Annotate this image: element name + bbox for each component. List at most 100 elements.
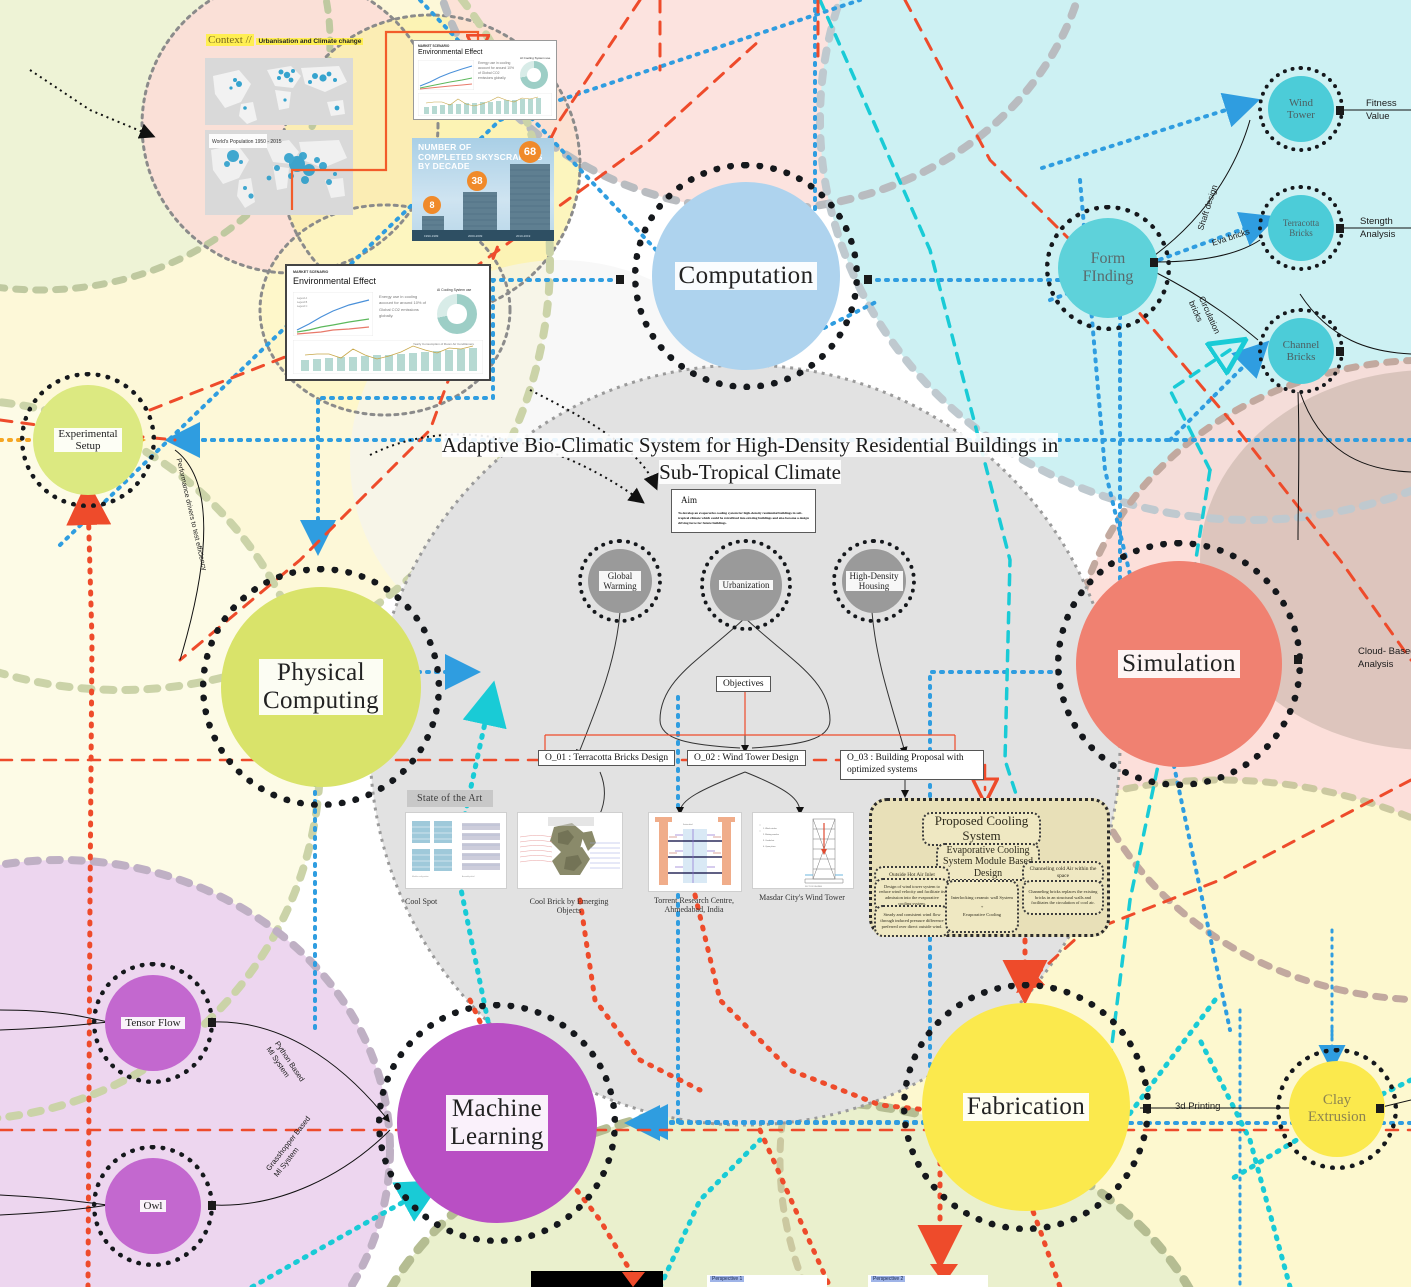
cooling-right-item-1: Channeling bricks replaces the existing … <box>1022 880 1104 915</box>
hub-physical-computing[interactable]: Physical Computing <box>221 587 421 787</box>
context-label-sub: Urbanisation and Climate change <box>256 38 364 45</box>
page-title-line1: Adaptive Bio-Climatic System for High-De… <box>441 433 1059 457</box>
node-tensor-flow-label: Tensor Flow <box>121 1016 185 1030</box>
node-form-finding[interactable]: Form FInding <box>1058 218 1158 318</box>
bottom-tag-left: Perspective 1 <box>710 1276 745 1282</box>
node-terracotta-bricks[interactable]: Terracotta Bricks <box>1268 195 1334 261</box>
hub-simulation-label: Simulation <box>1118 650 1240 678</box>
svg-text:2. Misting nozzles: 2. Misting nozzles <box>763 833 779 836</box>
objective-1[interactable]: O_01 : Terracotta Bricks Design <box>538 750 676 766</box>
environment-effect-card-large: MARKET SCENARIO Environmental Effect Leg… <box>285 264 491 381</box>
world-map-lower: World's Population 1950 - 2015 <box>205 130 353 215</box>
node-clay-extrusion[interactable]: Clay Extrusion <box>1289 1061 1385 1157</box>
node-form-finding-label: Form FInding <box>1082 250 1134 285</box>
aim-box: Aim To develop an evaporative cooling sy… <box>671 489 816 533</box>
svg-text:Legend C: Legend C <box>297 305 308 308</box>
node-tensor-flow[interactable]: Tensor Flow <box>105 975 201 1071</box>
page-title: Adaptive Bio-Climatic System for High-De… <box>420 432 1080 486</box>
cooling-center-item-1: Interlocking ceramic wall System <box>951 894 1013 900</box>
hub-computation[interactable]: Computation <box>652 182 840 370</box>
cool-spot-image: Module configuration Assembly detail <box>405 812 507 889</box>
bottom-black-panel <box>531 1271 663 1287</box>
node-urbanization-label: Urbanization <box>718 579 774 591</box>
node-clay-extrusion-label: Clay Extrusion <box>1307 1092 1367 1125</box>
edge-label-3d-printing: 3d Printing <box>1175 1101 1221 1112</box>
masdar-wind-tower-image: 1. Wind catcher 2. Misting nozzles 3. Coo… <box>752 812 854 889</box>
high-density-housing-ring <box>832 539 916 623</box>
cooling-center-item-3: Evaporative Cooling <box>962 912 1002 918</box>
cooling-center-item-2: + <box>980 903 984 909</box>
skyscraper-infographic: NUMBER OF COMPLETED SKYSCRAPERS BY DECADE … <box>412 138 554 241</box>
svg-text:Legend A: Legend A <box>297 297 308 300</box>
node-owl[interactable]: Owl <box>105 1158 201 1254</box>
form-finding-ring <box>1045 205 1171 331</box>
svg-text:Yearly Consumption of Room Air: Yearly Consumption of Room Air Condition… <box>413 342 474 346</box>
skyscraper-heading: NUMBER OF COMPLETED SKYSCRAPERS BY DECADE <box>418 142 543 172</box>
edge-label-fitness-value: Fitness Value <box>1366 98 1397 122</box>
svg-text:2010-2019: 2010-2019 <box>516 234 531 238</box>
edge-label-python-based: Python Based Ml System <box>264 1039 307 1084</box>
svg-text:1990-1999: 1990-1999 <box>424 234 439 238</box>
svg-text:3. Cooled air: 3. Cooled air <box>763 840 775 842</box>
svg-text:2000-2009: 2000-2009 <box>468 234 483 238</box>
node-experimental-setup[interactable]: Experimental Setup <box>33 385 143 495</box>
skyscraper-count-2: 38 <box>467 171 487 191</box>
node-global-warming[interactable]: Global Warming <box>588 549 652 613</box>
context-label-main: Context // <box>206 34 254 46</box>
caption-masdar-wind-tower: Masdar City's Wind Tower <box>759 893 845 902</box>
svg-text:Legend B: Legend B <box>297 301 308 304</box>
node-high-density-housing[interactable]: High-Density Housing <box>842 549 906 613</box>
caption-cool-spot: Cool Spot <box>405 897 438 906</box>
machine-learning-ring <box>376 1002 618 1244</box>
objective-2[interactable]: O_02 : Wind Tower Design <box>687 750 806 766</box>
edge-label-grasshopper-based: Grasshopper Based Ml System <box>264 1114 313 1179</box>
node-wind-tower[interactable]: Wind Tower <box>1268 76 1334 142</box>
physical-computing-ring <box>200 566 442 808</box>
donut-chart-top <box>520 61 548 89</box>
node-wind-tower-label: Wind Tower <box>1287 96 1315 121</box>
world-map-upper <box>205 58 353 125</box>
experimental-setup-ring <box>20 372 156 508</box>
node-urbanization[interactable]: Urbanization <box>710 549 782 621</box>
hub-fabrication[interactable]: Fabrication <box>922 1003 1130 1211</box>
cooling-left-item-2: Steady and consistent wind flow through … <box>874 905 950 937</box>
clay-extrusion-ring <box>1276 1048 1398 1170</box>
edge-label-strength-analysis: Stength Analysis <box>1360 216 1396 240</box>
edge-label-eva-bricks: Eva bricks <box>1210 226 1251 248</box>
donut-chart-large <box>437 294 477 334</box>
skyscraper-count-3: 68 <box>519 141 541 163</box>
aim-heading: Aim <box>678 495 701 505</box>
svg-text:Assembly detail: Assembly detail <box>462 875 475 878</box>
svg-text:Module configuration: Module configuration <box>412 875 429 878</box>
caption-cool-brick: Cool Brick by Emerging Objects <box>529 897 609 915</box>
global-warming-ring <box>578 539 662 623</box>
skyscraper-count-1: 8 <box>423 196 441 214</box>
simulation-ring <box>1055 540 1303 788</box>
hub-machine-learning[interactable]: Machine Learning <box>397 1023 597 1223</box>
edge-label-cloud-based-analysis: Cloud- Based Analysis <box>1358 646 1411 671</box>
hub-computation-label: Computation <box>674 262 818 290</box>
torrent-research-centre-image: Section detail <box>648 812 742 892</box>
urbanization-ring <box>700 539 792 631</box>
cooling-center-box: Interlocking ceramic wall System + Evapo… <box>945 880 1019 933</box>
node-terracotta-bricks-label: Terracotta Bricks <box>1282 217 1320 238</box>
hub-machine-learning-label: Machine Learning <box>446 1095 548 1151</box>
edge-label-performance-drivers: Performance drivers to test efficiency <box>174 457 208 572</box>
node-global-warming-label: Global Warming <box>599 570 641 592</box>
environment-effect-card-top: MARKET SCENARIO Environmental Effect Ene… <box>413 40 557 120</box>
caption-torrent-research: Torrent Research Centre, Ahmedabad, India <box>653 896 735 914</box>
cool-brick-image <box>517 812 623 889</box>
node-owl-label: Owl <box>139 1199 167 1213</box>
svg-text:4. Open plaza: 4. Open plaza <box>763 846 776 848</box>
node-channel-bricks[interactable]: Channel Bricks <box>1268 318 1334 384</box>
svg-text:1. Wind catcher: 1. Wind catcher <box>763 827 777 830</box>
context-label: Context // Urbanisation and Climate chan… <box>206 34 364 46</box>
objectives-heading: Objectives <box>716 676 771 692</box>
objective-3[interactable]: O_03 : Building Proposal with optimized … <box>840 750 984 780</box>
hub-simulation[interactable]: Simulation <box>1076 561 1282 767</box>
edge-label-shaft-design: Shaft design <box>1195 183 1220 232</box>
cooling-system-title: Proposed Cooling System <box>922 812 1041 846</box>
svg-text:SECTION DIAGRAM: SECTION DIAGRAM <box>805 885 822 888</box>
computation-ring <box>632 162 860 390</box>
aim-body: To develop an evaporative cooling system… <box>678 511 809 526</box>
